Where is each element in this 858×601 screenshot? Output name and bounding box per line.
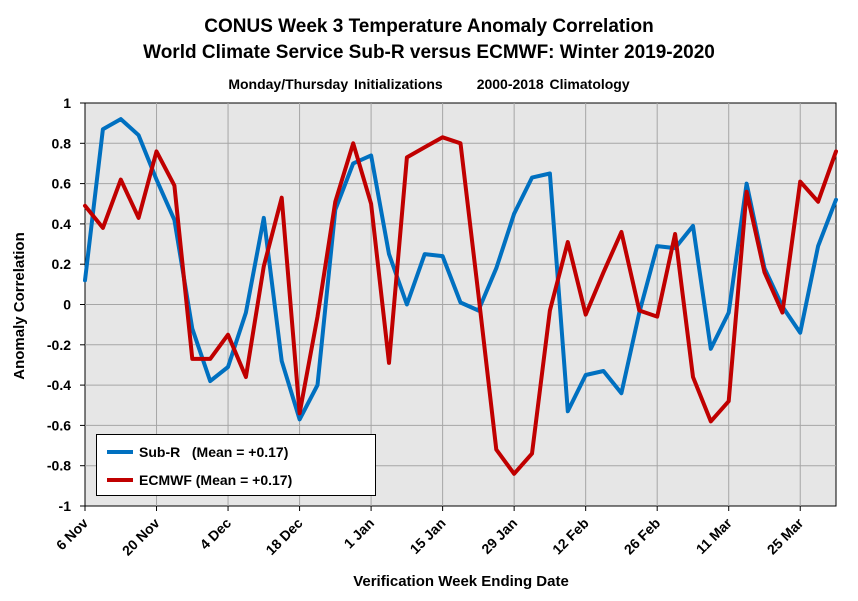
y-tick-label: -0.8 [47, 458, 71, 474]
legend-swatch-subr [107, 450, 133, 454]
x-tick-label: 26 Feb [621, 515, 664, 558]
x-tick-label: 6 Nov [53, 515, 91, 553]
legend-label-subr: Sub-R (Mean = +0.17) [139, 444, 289, 460]
x-axis: 6 Nov 20 Nov 4 Dec 18 Dec 1 Jan 15 Jan 29 Jan 1… [53, 506, 807, 559]
series-line-subr [83, 117, 838, 422]
x-tick-label: 12 Feb [549, 515, 592, 558]
legend-entry-ecmwf: ECMWF (Mean = +0.17) [107, 469, 292, 491]
subtitle-climatology: 2000-2018 Climatology [476, 76, 630, 92]
x-tick-label: 20 Nov [119, 515, 163, 559]
x-tick-label: 11 Mar [693, 514, 736, 557]
chart-title: CONUS Week 3 Temperature Anomaly Correla… [204, 16, 654, 37]
y-tick-label: -0.4 [47, 377, 71, 393]
y-tick-label: 1 [63, 95, 71, 111]
y-tick-label: -0.6 [47, 417, 71, 433]
x-tick-label: 4 Dec [196, 515, 234, 553]
y-axis-label: Anomaly Correlation [11, 232, 28, 380]
chart-subtitle: World Climate Service Sub-R versus ECMWF… [143, 42, 715, 63]
x-tick-label: 25 Mar [764, 514, 807, 557]
y-tick-label: 0.6 [52, 176, 72, 192]
legend: Sub-R (Mean = +0.17) ECMWF (Mean = +0.17… [96, 434, 376, 496]
subtitle-initializations: Monday/Thursday Initializations [228, 76, 443, 92]
series-line-ecmwf [83, 135, 838, 476]
x-axis-label: Verification Week Ending Date [353, 573, 569, 590]
y-tick-label: 0.4 [52, 216, 72, 232]
y-axis: 1 0.8 0.6 0.4 0.2 0 -0.2 -0.4 -0.6 -0.8 -1 [47, 95, 85, 514]
y-tick-label: 0.8 [52, 135, 72, 151]
x-tick-label: 15 Jan [407, 515, 449, 557]
series-layer [83, 117, 838, 476]
y-tick-label: 0.2 [52, 256, 72, 272]
y-tick-label: -1 [59, 498, 72, 514]
x-tick-label: 18 Dec [262, 515, 305, 558]
legend-swatch-ecmwf [107, 478, 133, 482]
legend-entry-subr: Sub-R (Mean = +0.17) [107, 441, 288, 463]
y-tick-label: -0.2 [47, 337, 71, 353]
x-tick-label: 29 Jan [478, 515, 520, 557]
y-tick-label: 0 [63, 297, 71, 313]
legend-label-ecmwf: ECMWF (Mean = +0.17) [139, 472, 293, 488]
x-tick-label: 1 Jan [341, 515, 378, 552]
chart-subtitle-secondary: Monday/Thursday Initializations 2000-2018… [0, 76, 858, 92]
